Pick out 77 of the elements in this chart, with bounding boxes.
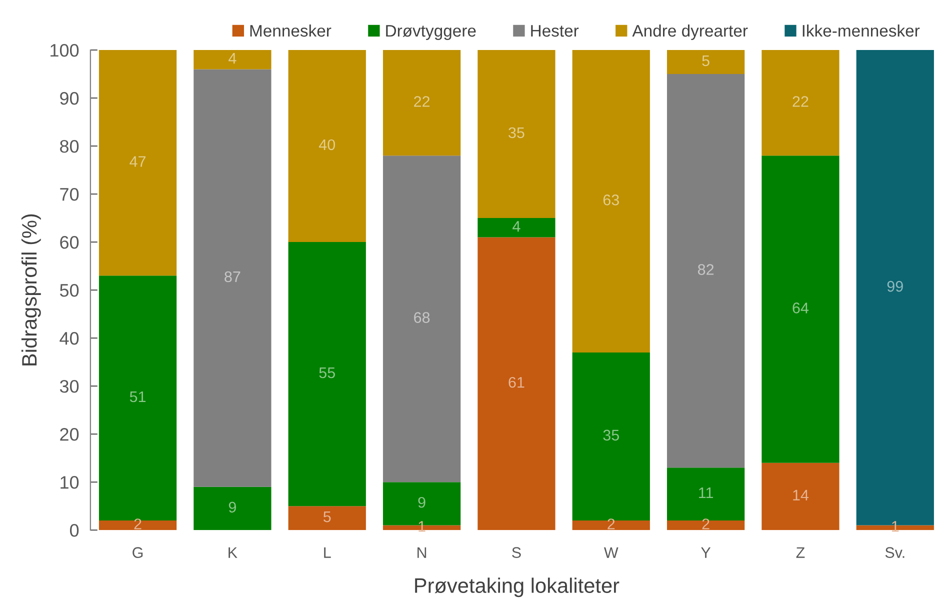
data-label: 14 xyxy=(793,490,809,500)
bar xyxy=(572,352,650,520)
data-label: 47 xyxy=(130,156,146,167)
bar xyxy=(666,74,745,468)
y-axis-title: Bidragsprofil (%) xyxy=(21,214,41,366)
x-tick-label: Z xyxy=(796,547,805,558)
y-tick-label: 0 xyxy=(70,524,79,537)
data-label: 4 xyxy=(512,221,520,232)
data-label: 2 xyxy=(134,518,142,530)
x-tick-label: K xyxy=(228,547,238,558)
y-tick-label: 50 xyxy=(60,284,79,297)
data-label: 82 xyxy=(698,264,714,275)
data-label: 51 xyxy=(130,392,146,402)
data-label: 22 xyxy=(792,96,808,107)
y-tick-label: 80 xyxy=(60,140,79,153)
y-tick-label: 40 xyxy=(60,332,79,345)
legend-label: Ikke-mennesker xyxy=(802,24,920,37)
data-label: 2 xyxy=(702,518,710,530)
bar xyxy=(666,50,745,74)
x-tick-label: G xyxy=(132,547,143,558)
data-label: 99 xyxy=(887,280,903,292)
x-tick-label: S xyxy=(512,547,521,558)
data-label: 55 xyxy=(319,368,335,378)
legend-label: Hester xyxy=(531,25,579,37)
y-tick-label: 30 xyxy=(60,380,79,393)
bar xyxy=(98,276,177,520)
bar xyxy=(762,156,840,463)
legend-label: Andre dyrearter xyxy=(632,24,748,40)
bar xyxy=(762,462,840,530)
data-label: 2 xyxy=(608,518,615,530)
y-tick-label: 60 xyxy=(60,236,79,249)
data-label: 11 xyxy=(699,488,713,498)
y-tick-label: 90 xyxy=(60,92,79,105)
y-tick-label: 10 xyxy=(60,476,79,489)
data-label: 61 xyxy=(508,376,524,388)
bar xyxy=(288,242,366,506)
bar xyxy=(194,50,272,70)
x-tick-label: Sv. xyxy=(885,547,904,558)
x-tick-label: W xyxy=(604,547,618,558)
data-label: 35 xyxy=(508,127,524,138)
data-label: 9 xyxy=(418,496,426,508)
bar xyxy=(572,50,650,352)
data-label: 64 xyxy=(792,302,809,314)
data-label: 35 xyxy=(603,430,619,441)
bar xyxy=(194,69,272,487)
bar xyxy=(666,468,745,520)
bar xyxy=(288,50,366,242)
bar xyxy=(762,50,840,156)
data-label: 4 xyxy=(228,53,236,64)
legend-label: Drøvtyggere xyxy=(386,25,476,40)
data-label: 22 xyxy=(414,96,430,107)
bar xyxy=(98,520,177,530)
legend-label: Mennesker xyxy=(250,24,332,37)
data-label: 40 xyxy=(318,139,336,150)
data-label: 68 xyxy=(414,312,430,323)
data-label: 87 xyxy=(224,271,240,282)
data-label: 9 xyxy=(228,502,236,513)
bar xyxy=(194,486,272,530)
bar xyxy=(382,156,461,482)
bar xyxy=(478,237,556,530)
bar xyxy=(572,520,650,530)
bar xyxy=(478,50,556,218)
x-axis-title: Prøvetaking lokaliteter xyxy=(415,578,620,598)
bar xyxy=(288,506,366,530)
x-tick-label: L xyxy=(324,547,331,558)
bar xyxy=(478,218,556,238)
y-tick-label: 70 xyxy=(60,188,79,201)
data-label: 63 xyxy=(603,194,619,206)
data-label: 5 xyxy=(702,55,710,66)
data-label: 5 xyxy=(323,512,331,522)
bar xyxy=(666,520,745,530)
bar xyxy=(98,50,177,276)
bar xyxy=(382,50,461,156)
x-tick-label: Y xyxy=(701,547,711,558)
x-tick-label: N xyxy=(418,547,426,558)
y-tick-label: 20 xyxy=(60,428,79,441)
y-tick-label: 100 xyxy=(50,44,79,57)
